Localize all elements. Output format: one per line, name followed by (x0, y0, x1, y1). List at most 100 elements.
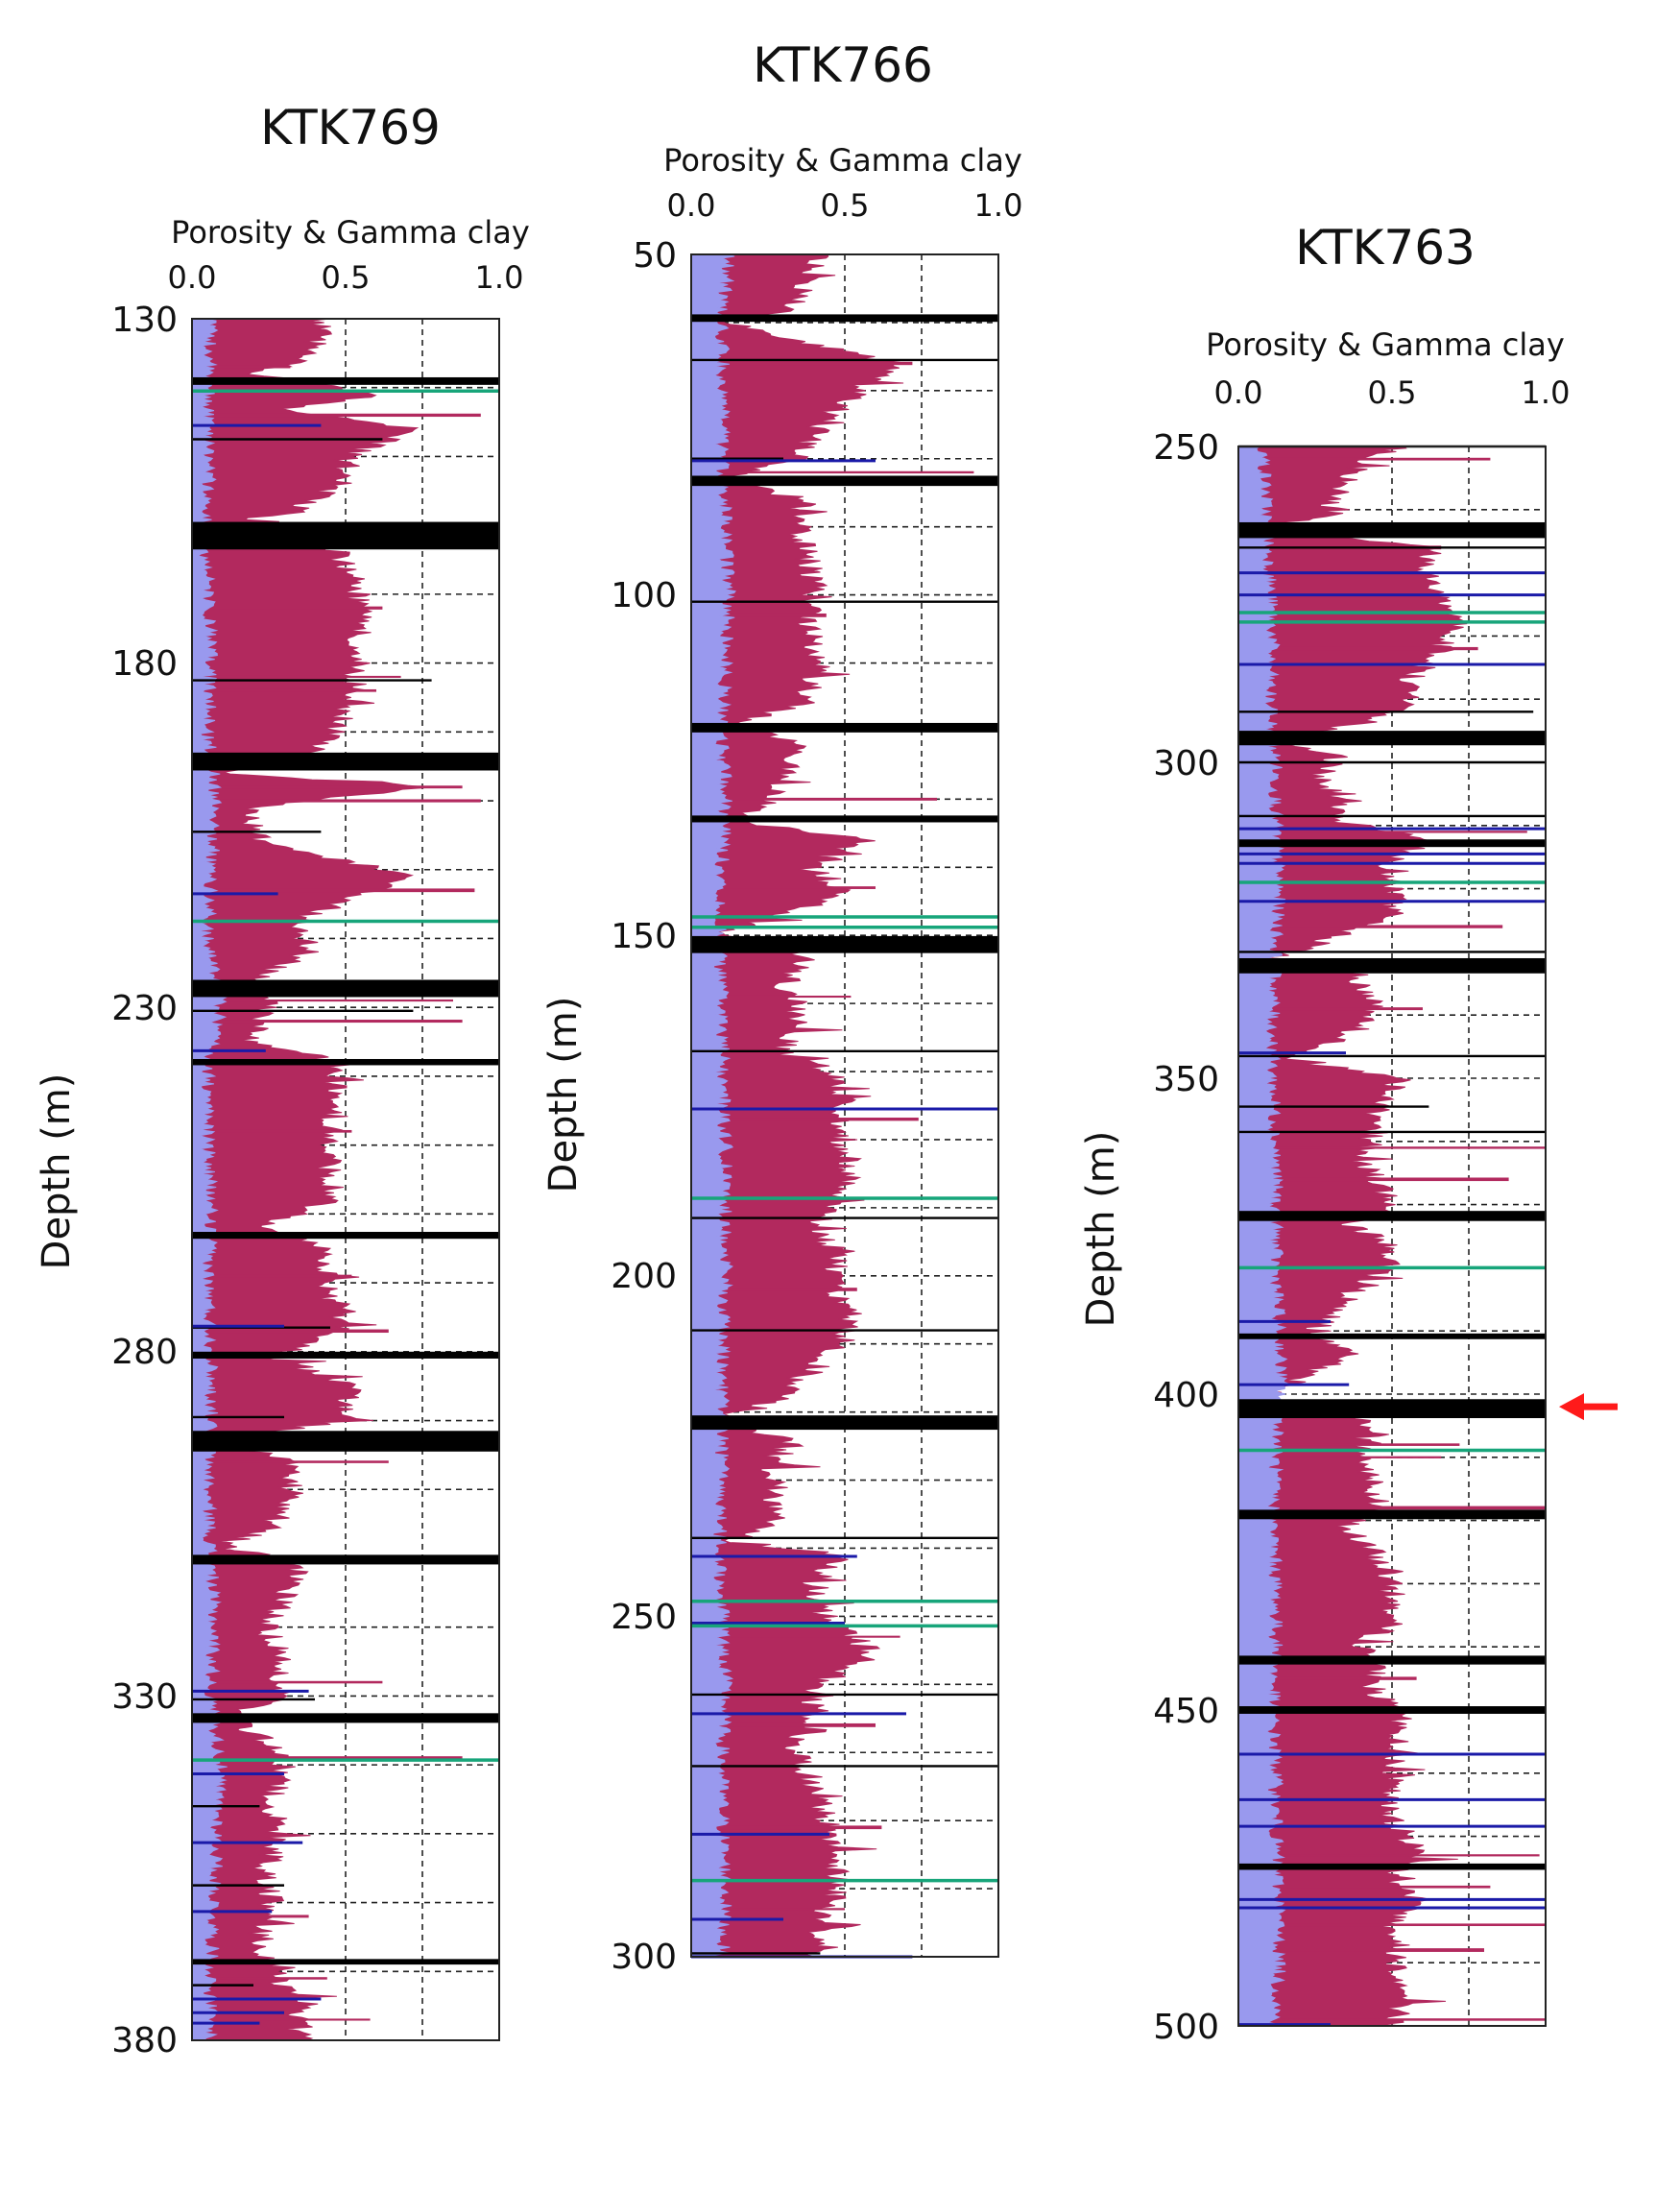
gamma-clay-spike (1238, 1948, 1484, 1952)
black-band (192, 1713, 499, 1723)
black-band (192, 752, 499, 771)
plot-frame (690, 253, 999, 1958)
black-band (691, 475, 998, 487)
gamma-clay-spike (691, 995, 852, 999)
black-band (192, 979, 499, 998)
gamma-clay-spike (691, 470, 974, 474)
depth-tick-label: 180 (111, 644, 178, 684)
black-band (1238, 521, 1546, 539)
black-band (691, 935, 998, 953)
gamma-clay-spike (192, 1756, 463, 1760)
x-axis-label: Porosity & Gamma clay (1206, 326, 1565, 363)
gamma-clay-spike (1238, 1676, 1417, 1680)
gamma-clay-spike (1238, 646, 1478, 651)
black-band (192, 1232, 499, 1240)
gamma-clay-spike (192, 1129, 352, 1133)
gamma-clay-spike (1238, 1177, 1509, 1182)
porosity-area (690, 253, 736, 1958)
depth-tick-label: 200 (611, 1257, 677, 1296)
x-tick-label: 1.0 (1522, 374, 1571, 411)
gamma-clay-spike (691, 1722, 876, 1727)
black-band (1238, 1399, 1546, 1419)
black-band (1238, 1863, 1546, 1870)
black-band (1238, 957, 1546, 974)
plot-frame (1237, 446, 1547, 2027)
gamma-clay-spike (192, 688, 376, 692)
gamma-clay-spike (1238, 457, 1491, 461)
gamma-clay-spike (1238, 831, 1527, 833)
depth-tick-label: 50 (633, 236, 677, 276)
panel-title: KTK766 (753, 37, 933, 93)
gamma-clay-spike (691, 1825, 882, 1830)
gamma-clay-spike (192, 888, 475, 893)
x-tick-label: 0.5 (1368, 374, 1417, 411)
gamma-clay-spike (192, 365, 291, 369)
panel-ktk769: KTK769 Porosity & Gamma clay 0.0 0.5 1.0… (35, 100, 530, 2060)
gamma-clay-spike (1238, 925, 1503, 928)
depth-tick-label: 130 (111, 301, 178, 340)
black-band (1238, 1655, 1546, 1665)
depth-tick-label: 500 (1153, 2008, 1219, 2047)
depth-tick-label: 400 (1153, 1376, 1219, 1415)
gamma-clay-spike (192, 799, 481, 803)
x-tick-label: 1.0 (475, 259, 524, 296)
depth-tick-label: 280 (111, 1333, 178, 1372)
gamma-clay-spike (1238, 1885, 1491, 1889)
gamma-clay-spike (192, 1274, 352, 1278)
gamma-clay-spike (192, 1977, 327, 1980)
black-band (1238, 1706, 1546, 1714)
plot-frame (191, 318, 500, 2041)
gamma-clay-spike (1238, 1923, 1546, 1927)
depth-tick-label: 230 (111, 989, 178, 1028)
gamma-clay-spike (1238, 1146, 1546, 1149)
panel-ktk766: KTK766 Porosity & Gamma clay 0.0 0.5 1.0… (541, 37, 1022, 1977)
black-band (1238, 1333, 1546, 1339)
y-axis-label: Depth (m) (35, 1073, 79, 1270)
black-band (192, 1058, 499, 1066)
x-tick-label: 0.0 (667, 187, 716, 224)
black-band (192, 1351, 499, 1359)
panel-title: KTK769 (260, 100, 441, 156)
gamma-clay-spike (691, 361, 913, 366)
x-tick-label: 0.0 (1214, 374, 1263, 411)
black-band (192, 1959, 499, 1965)
black-band (1238, 1509, 1546, 1520)
black-band (192, 521, 499, 550)
black-band (192, 1431, 499, 1452)
black-band (1238, 1211, 1546, 1221)
annotation-arrow-head (1559, 1393, 1584, 1421)
x-tick-label: 1.0 (974, 187, 1023, 224)
black-band (192, 1554, 499, 1565)
gamma-clay-spike (691, 797, 937, 801)
gamma-clay-spike (1238, 1007, 1423, 1011)
gamma-clay-spike (192, 1020, 463, 1024)
gamma-clay-spike (1238, 1443, 1460, 1446)
x-axis-label: Porosity & Gamma clay (663, 142, 1022, 179)
gamma-clay-spike (1238, 2018, 1546, 2021)
gamma-clay-spike (691, 613, 827, 617)
gamma-clay-spike (192, 1680, 383, 1684)
x-axis-label: Porosity & Gamma clay (171, 214, 530, 251)
x-tick-label: 0.5 (821, 187, 870, 224)
gamma-clay-area (690, 253, 904, 1958)
gamma-clay-spike (691, 1908, 845, 1911)
black-band (192, 376, 499, 385)
depth-tick-label: 100 (611, 576, 677, 615)
depth-tick-label: 300 (1153, 744, 1219, 783)
gamma-clay-spike (192, 413, 481, 418)
depth-tick-label: 380 (111, 2021, 178, 2060)
gamma-clay-spike (1238, 1505, 1546, 1510)
black-band (1238, 839, 1546, 848)
gamma-clay-spike (192, 675, 401, 678)
gamma-clay-spike (691, 1635, 900, 1638)
x-tick-label: 0.0 (168, 259, 217, 296)
y-axis-label: Depth (m) (541, 997, 586, 1193)
x-tick-label: 0.5 (322, 259, 371, 296)
gamma-clay-spike (192, 785, 463, 789)
gamma-clay-spike (192, 1915, 309, 1918)
depth-tick-label: 300 (611, 1938, 677, 1977)
depth-tick-label: 250 (1153, 428, 1219, 468)
gamma-clay-spike (192, 1329, 389, 1334)
gamma-clay-spike (691, 1288, 857, 1291)
